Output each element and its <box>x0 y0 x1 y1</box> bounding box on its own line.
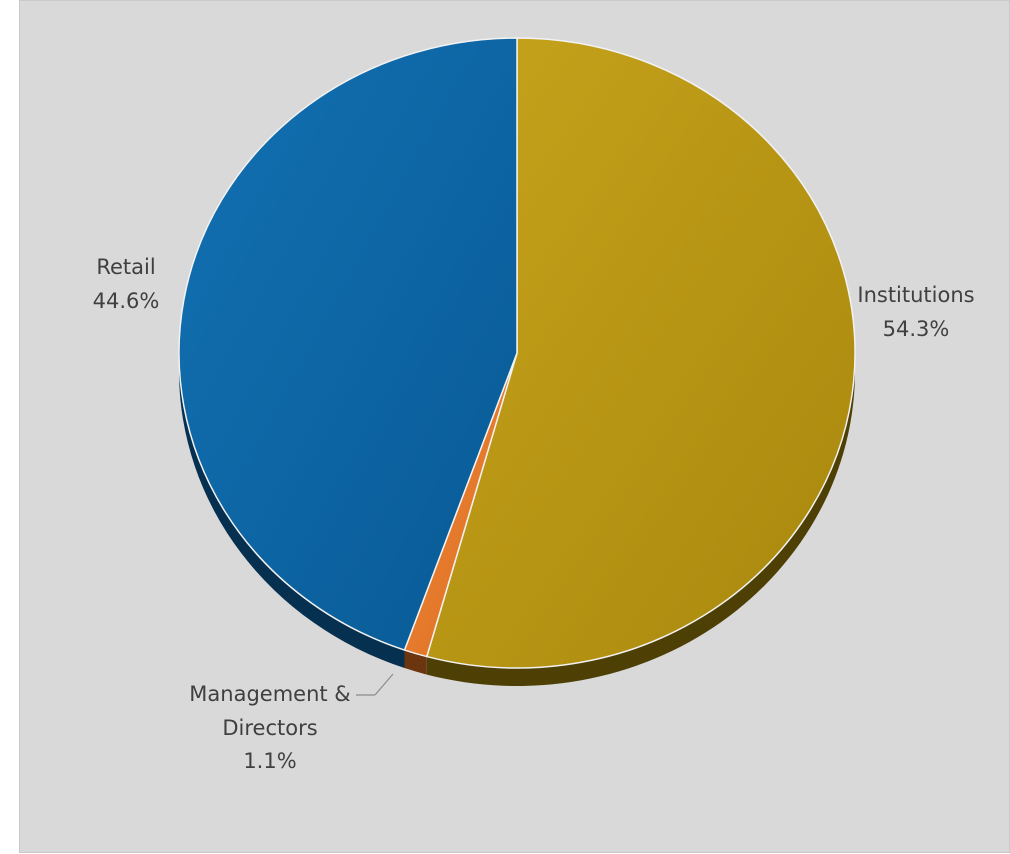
pie-slice-institutions[interactable] <box>426 37 856 669</box>
label-institutions-name: Institutions <box>857 283 974 307</box>
pie-slice-retail[interactable] <box>178 37 518 651</box>
label-institutions-value: 54.3% <box>883 317 950 341</box>
label-management-name-line2: Directors <box>222 716 317 740</box>
label-management-name-line1: Management & <box>189 682 350 706</box>
chart-frame: Institutions 54.3% Retail 44.6% Manageme… <box>19 0 1010 853</box>
label-management-value: 1.1% <box>243 749 296 773</box>
label-retail-name: Retail <box>96 255 155 279</box>
pie-side-management <box>404 650 427 675</box>
pie-chart: Institutions 54.3% Retail 44.6% Manageme… <box>93 37 975 773</box>
leader-line-management <box>374 673 394 696</box>
label-retail-value: 44.6% <box>93 289 160 313</box>
